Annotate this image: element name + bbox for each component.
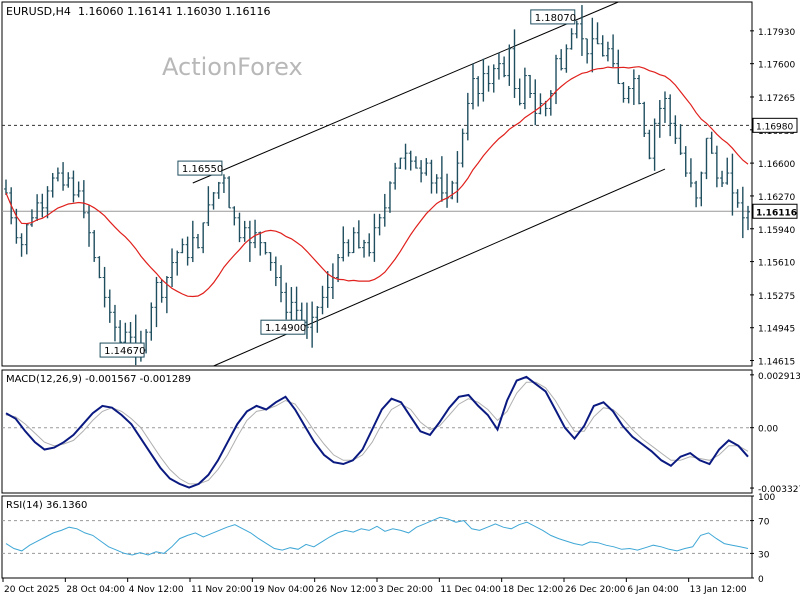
- time-axis-label: 20 Oct 2025: [4, 585, 60, 595]
- price-panel[interactable]: EURUSD,H4 1.16060 1.16141 1.16030 1.1611…: [1, 1, 798, 368]
- price-axis-label: 1.17600: [758, 61, 795, 71]
- macd-axis: 0.002913 0.00 -0.003327: [2, 372, 800, 495]
- price-annotation-label: 1.14900: [265, 323, 306, 334]
- macd-main-line: [5, 375, 749, 489]
- symbol-label: EURUSD,H4: [6, 5, 71, 18]
- rsi-axis-label: 0: [758, 575, 764, 585]
- price-annotation-box: [177, 160, 223, 176]
- price-bars: [4, 5, 750, 366]
- price-axis-label: 1.17265: [758, 94, 795, 104]
- macd-panel[interactable]: MACD(12,26,9) -0.001567 -0.001289 0.0029…: [1, 369, 800, 495]
- price-annotations: 1.14670 1.16550 1.14900 1.18070: [99, 9, 576, 358]
- macd-title: MACD(12,26,9) -0.001567 -0.001289: [6, 374, 191, 385]
- price-axis-label: 1.15610: [758, 259, 795, 269]
- price-axis-label: 1.14615: [758, 358, 795, 368]
- price-axis-label: 1.16600: [758, 160, 795, 170]
- time-axis-label: 28 Oct 04:00: [66, 585, 125, 595]
- macd-axis-label: -0.003327: [758, 485, 800, 495]
- rsi-axis: 100 70 30 0: [2, 493, 775, 585]
- current-price-label: 1.16116: [756, 208, 797, 218]
- price-overlays: 1.16980 1.16116: [2, 1, 798, 367]
- price-annotation-label: 1.16550: [182, 164, 223, 175]
- rsi-lines: [5, 516, 749, 556]
- time-axis-label: 26 Dec 20:00: [565, 585, 626, 595]
- time-axis-label: 6 Jan 04:00: [627, 585, 679, 595]
- rsi-line: [5, 516, 749, 556]
- time-axis: 20 Oct 2025 28 Oct 04:00 4 Nov 12:00 11 Nov…: [2, 578, 747, 595]
- macd-signal-line: [5, 381, 749, 485]
- time-axis-label: 3 Dec 20:00: [378, 585, 433, 595]
- price-axis-label: 1.16270: [758, 193, 795, 203]
- price-panel-frame: [1, 1, 753, 367]
- price-annotation-label: 1.18070: [535, 13, 576, 24]
- macd-axis-label: 0.002913: [758, 372, 800, 382]
- rsi-axis-label: 70: [758, 518, 770, 528]
- moving-average: [5, 66, 749, 298]
- rsi-panel[interactable]: RSI(14) 36.1360 100 70 30 0: [1, 493, 775, 585]
- time-axis-label: 13 Jan 12:00: [690, 585, 747, 595]
- moving-average-line: [5, 66, 749, 298]
- time-axis-label: 26 Nov 12:00: [316, 585, 377, 595]
- rsi-title: RSI(14) 36.1360: [6, 500, 87, 511]
- price-axis-label: 1.15275: [758, 292, 795, 302]
- macd-lines: [5, 375, 749, 489]
- price-annotation-label: 1.14670: [104, 346, 145, 357]
- watermark: ActionForex: [162, 53, 303, 81]
- time-axis-label: 11 Dec 04:00: [440, 585, 501, 595]
- macd-axis-label: 0.00: [758, 425, 778, 435]
- price-axis-label: 1.17930: [758, 28, 795, 38]
- price-axis-label: 1.14945: [758, 325, 795, 335]
- macd-panel-frame: [1, 369, 753, 494]
- channel-upper-line: [192, 1, 619, 184]
- current-price-tag: [752, 203, 798, 219]
- level-line-tag: [752, 117, 798, 133]
- time-axis-label: 4 Nov 12:00: [129, 585, 184, 595]
- level-line-label: 1.16980: [756, 122, 793, 132]
- time-axis-label: 19 Nov 04:00: [253, 585, 314, 595]
- price-axis-label: 1.15940: [758, 226, 795, 236]
- price-annotation-box: [99, 342, 145, 358]
- rsi-axis-label: 100: [758, 493, 775, 503]
- time-axis-label: 18 Dec 12:00: [503, 585, 564, 595]
- price-annotation-box: [260, 319, 306, 335]
- time-axis-label: 11 Nov 20:00: [191, 585, 252, 595]
- ohlc-readout: 1.16060 1.16141 1.16030 1.16116: [78, 5, 270, 18]
- price-annotation-box: [530, 9, 576, 25]
- rsi-axis-label: 30: [758, 550, 770, 560]
